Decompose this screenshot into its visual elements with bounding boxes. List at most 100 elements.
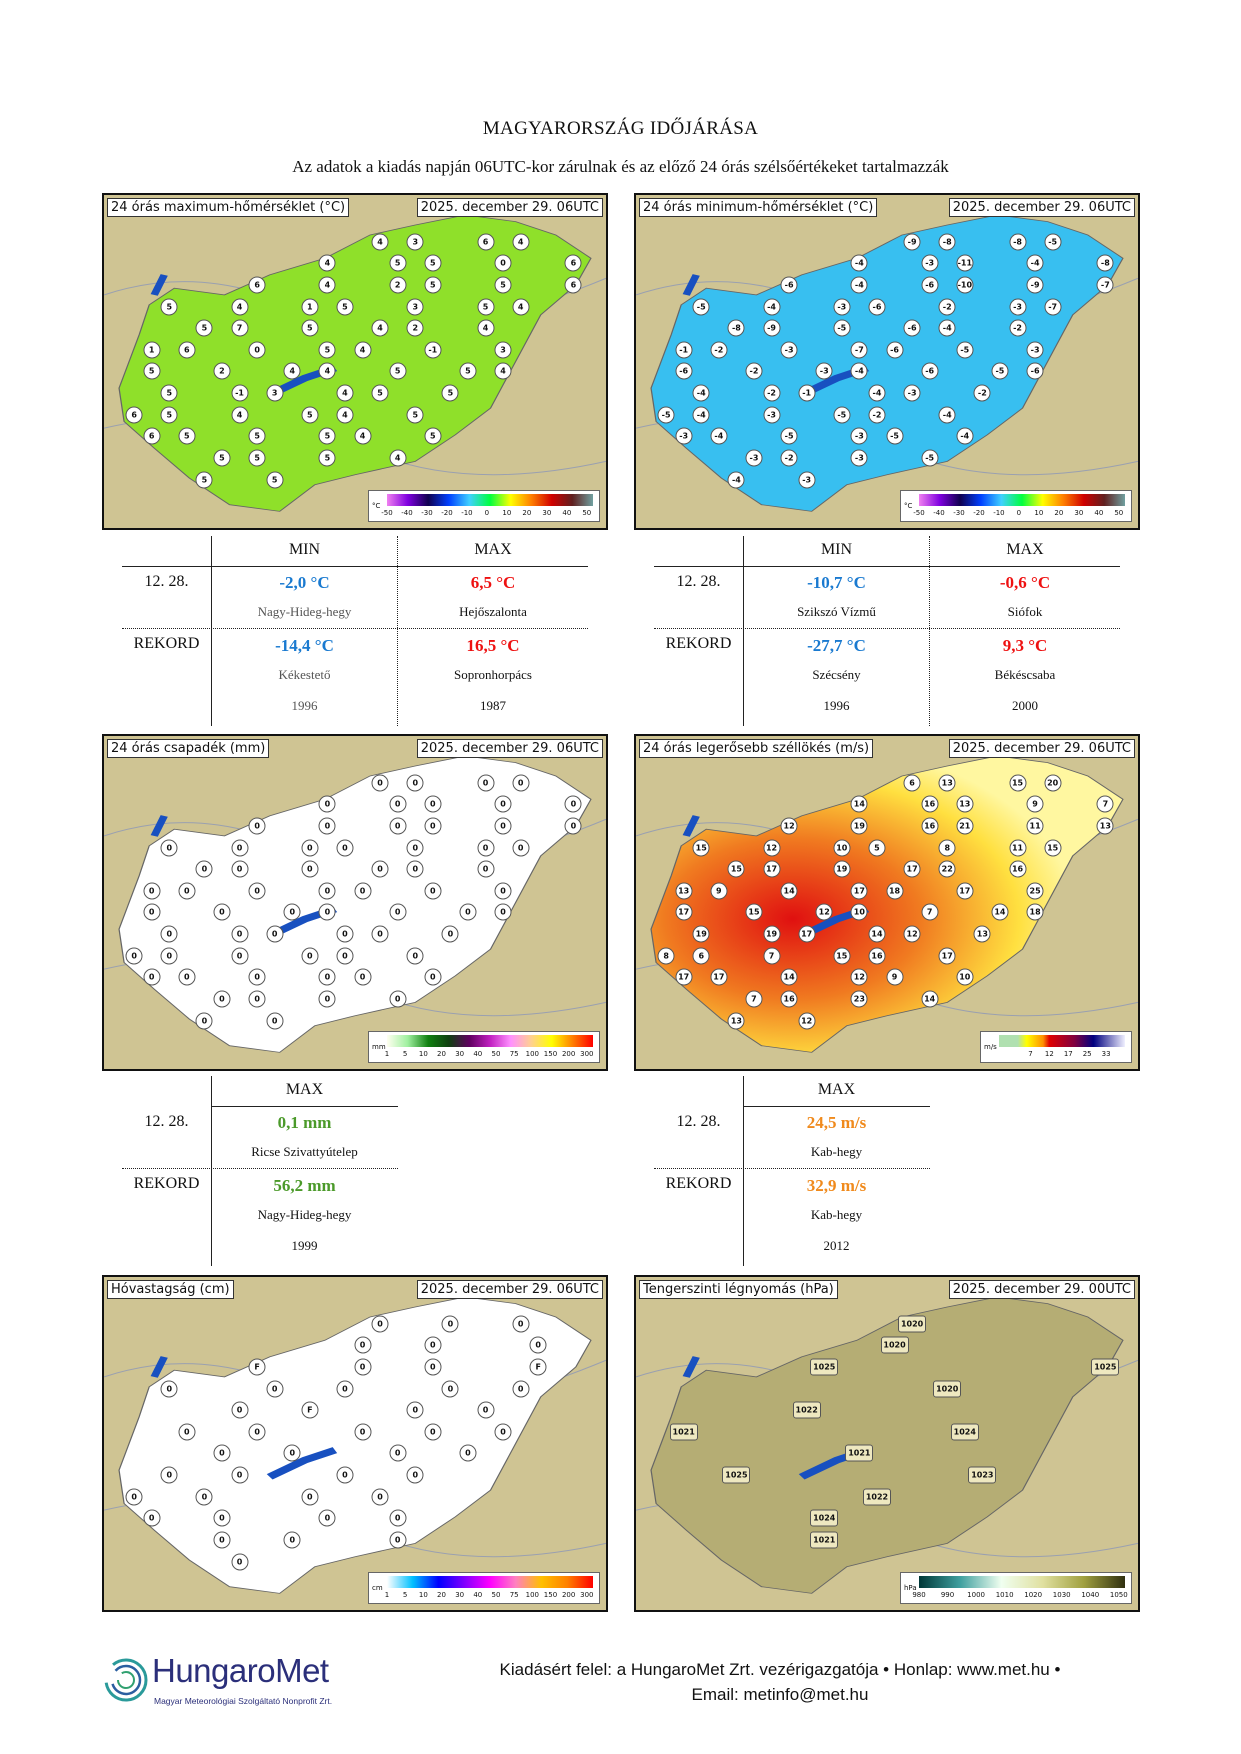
station-value-marker: 0 — [371, 1315, 389, 1333]
station-value-marker: 5 — [459, 362, 477, 380]
station-value-marker: 5 — [389, 362, 407, 380]
station-value-marker: 0 — [494, 1423, 512, 1441]
map-title: 24 órás legerősebb széllökés (m/s) — [639, 739, 874, 758]
station-value-marker: 9 — [710, 882, 728, 900]
station-value-marker: -5 — [991, 362, 1009, 380]
station-value-marker: -4 — [938, 406, 956, 424]
legend-unit: hPa — [904, 1584, 917, 1592]
station-value-marker: -5 — [833, 406, 851, 424]
map-title: Hóvastagság (cm) — [107, 1280, 234, 1299]
station-value-marker: 21 — [956, 817, 974, 835]
station-value-marker: 0 — [406, 1466, 424, 1484]
hungary-map-shape — [636, 755, 1138, 1053]
legend-tick: 200 — [561, 1050, 576, 1058]
legend-unit: mm — [372, 1043, 386, 1051]
station-value-marker: 1024 — [950, 1423, 979, 1441]
station-value-marker: 0 — [336, 1466, 354, 1484]
station-value-marker: 5 — [195, 319, 213, 337]
station-value-marker: 1025 — [722, 1466, 751, 1484]
logo-name: HungaroMet — [152, 1652, 329, 1689]
station-value-marker: 1020 — [898, 1315, 927, 1333]
station-value-marker: 5 — [424, 427, 442, 445]
precipitation-stats-table: MAX 12. 28. 0,1 mm Ricse Szivattyútelep … — [122, 1076, 398, 1266]
legend-tick: 50 — [582, 509, 592, 517]
legend-tick: 25 — [1082, 1050, 1092, 1058]
station-value-marker: 5 — [441, 384, 459, 402]
station-value-marker: 0 — [494, 903, 512, 921]
station-value-marker: 11 — [1026, 817, 1044, 835]
record-max-year: 2000 — [1012, 698, 1038, 713]
station-value-marker: 0 — [424, 882, 442, 900]
station-value-marker: 0 — [406, 860, 424, 878]
record-station: Kab-hegy — [810, 1207, 863, 1222]
station-value-marker: 0 — [160, 839, 178, 857]
station-value-marker: -3 — [745, 449, 763, 467]
station-value-marker: 6 — [564, 276, 582, 294]
station-value-marker: -3 — [921, 254, 939, 272]
station-value-marker: 0 — [160, 1380, 178, 1398]
min-temp-stats-table: MIN MAX 12. 28. -10,7 °C -0,6 °C Szikszó… — [654, 536, 1120, 726]
min-value: -10,7 °C — [807, 573, 866, 592]
station-value-marker: 0 — [160, 1466, 178, 1484]
station-value-marker: 12 — [763, 839, 781, 857]
station-value-marker: -6 — [1026, 362, 1044, 380]
max-temperature-map: 24 órás maximum-hőmérséklet (°C) 2025. d… — [102, 193, 608, 530]
station-value-marker: 0 — [389, 1531, 407, 1549]
station-value-marker: 0 — [371, 774, 389, 792]
station-value-marker: -2 — [973, 384, 991, 402]
station-value-marker: 12 — [780, 817, 798, 835]
max-temp-stats-table: MIN MAX 12. 28. -2,0 °C 6,5 °C Nagy-Hide… — [122, 536, 588, 726]
station-value-marker: 0 — [178, 882, 196, 900]
station-value-marker: -9 — [1026, 276, 1044, 294]
station-value-marker: -6 — [675, 362, 693, 380]
hungaromet-logo[interactable]: HungaroMet Magyar Meteorológiai Szolgált… — [102, 1652, 362, 1712]
legend-tick: 20 — [522, 509, 532, 517]
logo-swirl-icon — [104, 1658, 148, 1702]
station-value-marker: 17 — [763, 860, 781, 878]
hungary-map-shape — [104, 755, 606, 1053]
legend-tick: 980 — [912, 1591, 926, 1599]
station-value-marker: 0 — [231, 1466, 249, 1484]
record-value: 32,9 m/s — [806, 1176, 867, 1195]
record-min-year: 1996 — [291, 698, 318, 713]
col-max-header: MAX — [817, 1081, 856, 1098]
map-title: Tengerszinti légnyomás (hPa) — [639, 1280, 838, 1299]
station-value-marker: 0 — [125, 947, 143, 965]
station-value-marker: 13 — [727, 1012, 745, 1030]
station-value-marker: 6 — [143, 427, 161, 445]
station-value-marker: 0 — [389, 903, 407, 921]
record-year: 1999 — [291, 1238, 318, 1253]
station-value-marker: -5 — [657, 406, 675, 424]
station-value-marker: -2 — [745, 362, 763, 380]
station-value-marker: 0 — [494, 254, 512, 272]
station-value-marker: 7 — [921, 903, 939, 921]
station-value-marker: 15 — [727, 860, 745, 878]
station-value-marker: 0 — [318, 1509, 336, 1527]
station-value-marker: 0 — [424, 968, 442, 986]
station-value-marker: -9 — [903, 233, 921, 251]
footer-line-1: Kiadásért felel: a HungaroMet Zrt. vezér… — [499, 1660, 1061, 1679]
station-value-marker: 0 — [512, 774, 530, 792]
station-value-marker: 0 — [301, 839, 319, 857]
station-value-marker: 3 — [406, 298, 424, 316]
legend-tick: -40 — [401, 509, 413, 517]
station-value-marker: 0 — [406, 839, 424, 857]
map-date: 2025. december 29. 00UTC — [948, 1280, 1135, 1299]
legend-tick: 1 — [384, 1050, 390, 1058]
station-value-marker: 13 — [938, 774, 956, 792]
station-value-marker: 1020 — [933, 1380, 962, 1398]
legend-tick: 30 — [1074, 509, 1084, 517]
station-value-marker: 0 — [424, 1358, 442, 1376]
legend-tick: 20 — [437, 1591, 446, 1599]
station-value-marker: 2 — [406, 319, 424, 337]
station-value-marker: 5 — [389, 254, 407, 272]
station-value-marker: 15 — [692, 839, 710, 857]
station-value-marker: 0 — [354, 968, 372, 986]
station-value-marker: -6 — [903, 319, 921, 337]
station-value-marker: 16 — [868, 947, 886, 965]
station-value-marker: 5 — [371, 384, 389, 402]
legend-tick: 10 — [418, 1591, 428, 1599]
map-title: 24 órás csapadék (mm) — [107, 739, 270, 758]
record-label: REKORD — [665, 635, 732, 652]
col-min-header: MIN — [820, 541, 853, 558]
